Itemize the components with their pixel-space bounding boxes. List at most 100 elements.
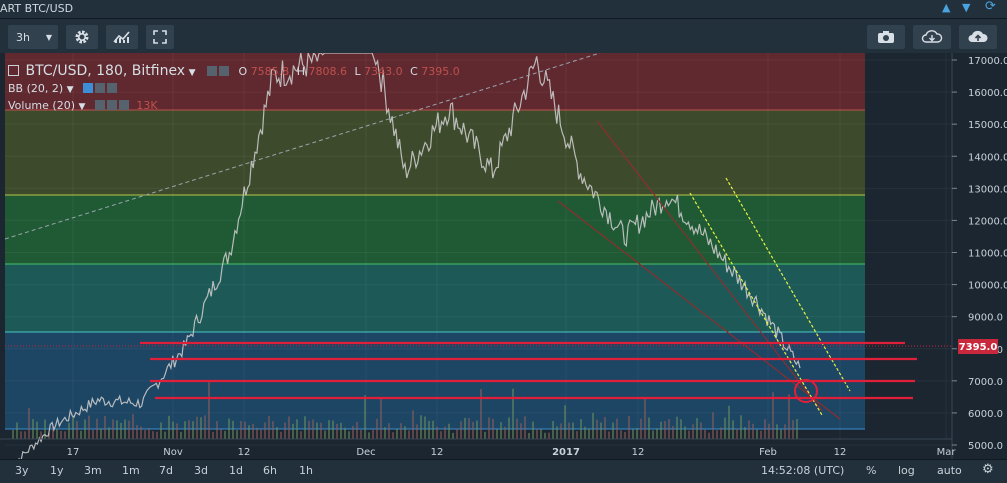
snapshot-button[interactable] xyxy=(867,25,905,49)
volume-bar xyxy=(328,420,330,439)
volume-bar xyxy=(288,416,290,439)
visibility-icon[interactable] xyxy=(207,66,218,76)
volume-bar xyxy=(748,420,750,439)
volume-bar xyxy=(40,431,42,439)
auto-toggle[interactable]: auto xyxy=(937,464,962,477)
volume-bar xyxy=(196,416,198,439)
range-button-3y[interactable]: 3y xyxy=(15,464,29,477)
volume-bar xyxy=(200,417,202,439)
volume-bar xyxy=(752,423,754,439)
volume-bar xyxy=(740,415,742,439)
volume-bar xyxy=(104,415,106,439)
price-tick-label: 5000.0 xyxy=(968,441,1003,452)
time-tick-label: 12 xyxy=(834,447,847,458)
settings-icon[interactable] xyxy=(219,66,230,76)
visibility-icon[interactable] xyxy=(94,100,105,110)
volume-bar xyxy=(440,431,442,439)
range-button-1d[interactable]: 1d xyxy=(229,464,243,477)
volume-bar xyxy=(52,427,54,439)
volume-bar xyxy=(544,432,546,439)
volume-bar xyxy=(296,419,298,439)
visibility-icon[interactable] xyxy=(83,83,94,93)
save-chart-button[interactable] xyxy=(959,25,997,49)
price-axis[interactable] xyxy=(952,53,1007,459)
interval-select[interactable]: 3h ▼ xyxy=(8,25,58,49)
refresh-icon[interactable]: ⟳ xyxy=(985,0,996,14)
volume-bar xyxy=(120,422,122,439)
chevron-down-icon[interactable]: ▼ xyxy=(962,1,971,14)
range-button-3d[interactable]: 3d xyxy=(194,464,208,477)
volume-bar xyxy=(756,429,758,439)
volume-bar xyxy=(68,422,70,439)
volume-bar xyxy=(152,431,154,439)
volume-bar xyxy=(48,432,50,439)
percent-toggle[interactable]: % xyxy=(866,464,877,477)
volume-bar xyxy=(240,420,242,439)
price-tick-label: 14000.0 xyxy=(968,152,1007,163)
volume-bar xyxy=(512,388,514,439)
chevron-up-icon[interactable]: ▲ xyxy=(942,1,951,14)
volume-bar xyxy=(500,422,502,439)
volume-bar xyxy=(180,431,182,439)
range-button-3m[interactable]: 3m xyxy=(84,464,102,477)
volume-label: Volume (20) xyxy=(8,99,75,112)
volume-bar xyxy=(392,432,394,439)
volume-bar xyxy=(764,419,766,439)
volume-bar xyxy=(540,429,542,439)
volume-bar xyxy=(660,421,662,439)
range-button-1y[interactable]: 1y xyxy=(50,464,64,477)
range-button-6h[interactable]: 6h xyxy=(263,464,277,477)
volume-bar xyxy=(480,388,482,439)
volume-bar xyxy=(260,429,262,439)
settings-button[interactable] xyxy=(66,25,98,49)
gear-icon[interactable]: ⚙ xyxy=(982,462,994,477)
volume-bar xyxy=(656,428,658,439)
chart-area[interactable]: 17000.0 16000.0 15000.0 14000.0 13000.0 12000… xyxy=(0,51,1007,469)
volume-bar xyxy=(712,412,714,439)
volume-bar xyxy=(792,420,794,439)
volume-bar xyxy=(208,382,210,439)
price-chart[interactable]: 17000.0 16000.0 15000.0 14000.0 13000.0 12000… xyxy=(0,51,1007,469)
volume-bar xyxy=(420,415,422,439)
settings-icon[interactable] xyxy=(95,83,106,93)
load-chart-button[interactable] xyxy=(913,25,951,49)
log-toggle[interactable]: log xyxy=(898,464,915,477)
time-tick-label: 17 xyxy=(67,447,80,458)
settings-icon[interactable] xyxy=(106,100,117,110)
bb-label: BB (20, 2) xyxy=(8,82,64,95)
volume-bar xyxy=(112,419,114,439)
volume-bar xyxy=(12,429,14,439)
close-icon[interactable] xyxy=(118,100,129,110)
volume-bar xyxy=(124,419,126,439)
range-button-1m[interactable]: 1m xyxy=(122,464,140,477)
volume-bar xyxy=(140,426,142,439)
volume-bar xyxy=(520,423,522,439)
volume-bar xyxy=(552,420,554,439)
volume-bar xyxy=(428,420,430,439)
volume-bar xyxy=(360,429,362,439)
volume-bar xyxy=(632,429,634,439)
volume-bar xyxy=(516,418,518,439)
volume-bar xyxy=(448,423,450,439)
chevron-down-icon[interactable]: ▼ xyxy=(188,68,196,78)
volume-bar xyxy=(92,429,94,439)
chevron-down-icon[interactable]: ▼ xyxy=(66,85,74,95)
volume-bar xyxy=(340,422,342,439)
volume-bar xyxy=(20,431,22,439)
trend-line-red-1 xyxy=(557,200,841,420)
chevron-down-icon[interactable]: ▼ xyxy=(78,102,86,112)
indicators-button[interactable] xyxy=(106,25,138,49)
chart-grid xyxy=(5,53,952,446)
range-button-1h[interactable]: 1h xyxy=(299,464,313,477)
range-button-7d[interactable]: 7d xyxy=(159,464,173,477)
bottom-toolbar: 3y 1y 3m 1m 7d 3d 1d 6h 1h 14:52:08 (UTC) % log … xyxy=(0,459,1007,483)
fullscreen-button[interactable] xyxy=(146,25,174,49)
cloud-download-icon xyxy=(921,30,943,43)
volume-bar xyxy=(636,428,638,439)
volume-bar xyxy=(256,427,258,439)
volume-bar xyxy=(700,422,702,439)
volume-bar xyxy=(204,415,206,439)
close-icon[interactable] xyxy=(107,83,118,93)
collapse-icon[interactable] xyxy=(8,65,19,76)
volume-bar xyxy=(460,421,462,439)
